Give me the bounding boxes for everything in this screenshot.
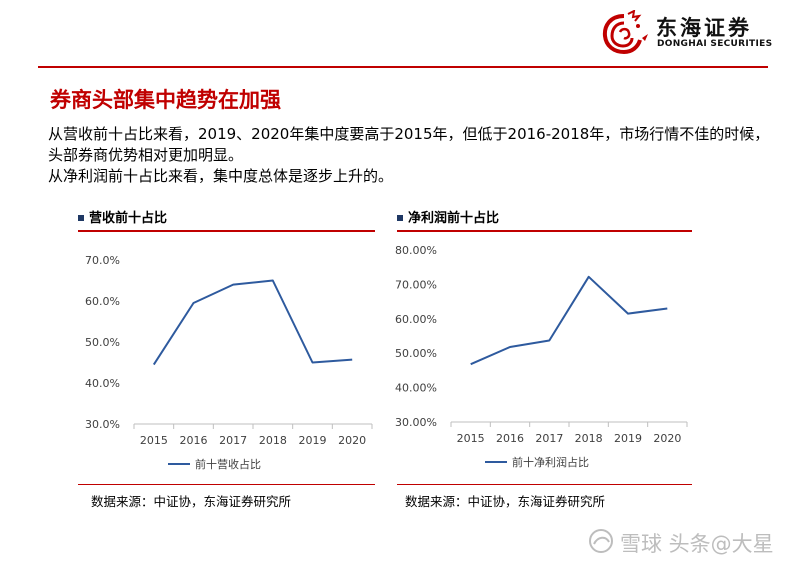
y-tick-label: 30.0% (85, 418, 120, 431)
brand-name-en: DONGHAI SECURITIES (657, 39, 773, 49)
revenue-share-chart: 70.0% 60.0% 50.0% 40.0% 30.0% 2015 2016 2017 201… (85, 254, 373, 471)
source-rule (78, 484, 375, 485)
y-tick-label: 50.00% (395, 347, 437, 360)
watermark-text: 雪球 头条@大星 (620, 532, 774, 556)
y-tick-label: 70.00% (395, 278, 437, 291)
panel-rule (78, 230, 375, 232)
source-note: 数据来源：中证协，东海证券研究所 (405, 494, 606, 509)
watermark: 雪球 头条@大星 (588, 522, 793, 560)
panel-rule (397, 230, 692, 232)
y-tick-label: 60.00% (395, 313, 437, 326)
snowball-logo-icon (589, 529, 613, 553)
x-tick-label: 2015 (140, 434, 168, 447)
x-tick-label: 2018 (259, 434, 287, 447)
slide-body: 从营收前十占比来看，2019、2020年集中度要高于2015年，但低于2016-… (48, 124, 778, 187)
y-tick-label: 40.00% (395, 382, 437, 395)
body-paragraph: 从净利润前十占比来看，集中度总体是逐步上升的。 (48, 167, 394, 185)
x-tick-label: 2017 (535, 432, 563, 445)
x-tick-label: 2016 (180, 434, 208, 447)
x-tick-label: 2017 (219, 434, 247, 447)
x-tick-label: 2019 (614, 432, 642, 445)
brand-name-cn: 东海证券 (656, 16, 752, 40)
x-tick-label: 2015 (457, 432, 485, 445)
body-paragraph: 从营收前十占比来看，2019、2020年集中度要高于2015年，但低于2016-… (48, 125, 770, 164)
y-tick-label: 70.0% (85, 254, 120, 267)
source-rule (397, 484, 692, 485)
panel-heading-revenue: 营收前十占比 (78, 207, 167, 226)
series-line (152, 279, 353, 366)
x-tick-label: 2016 (496, 432, 524, 445)
slide-title: 券商头部集中趋势在加强 (50, 88, 281, 112)
brand-logo: 东海证券 DONGHAI SECURITIES (598, 9, 788, 56)
source-note: 数据来源：中证协，东海证券研究所 (91, 494, 292, 509)
x-tick-label: 2020 (338, 434, 366, 447)
y-tick-label: 80.00% (395, 244, 437, 257)
legend-label: 前十营收占比 (195, 457, 261, 471)
dragon-logo-icon (602, 9, 648, 55)
square-bullet-icon (78, 214, 84, 221)
panel-heading-profit: 净利润前十占比 (397, 207, 499, 226)
x-tick-label: 2019 (299, 434, 327, 447)
x-tick-label: 2018 (575, 432, 603, 445)
y-tick-label: 30.00% (395, 416, 437, 429)
header-rule (38, 66, 768, 68)
legend-label: 前十净利润占比 (512, 455, 589, 469)
profit-share-chart: 80.00% 70.00% 60.00% 50.00% 40.00% 30.00% 2015… (395, 244, 688, 469)
x-tick-label: 2020 (653, 432, 681, 445)
y-tick-label: 40.0% (85, 377, 120, 390)
square-bullet-icon (397, 214, 403, 221)
y-tick-label: 60.0% (85, 295, 120, 308)
y-tick-label: 50.0% (85, 336, 120, 349)
series-line (470, 275, 668, 366)
